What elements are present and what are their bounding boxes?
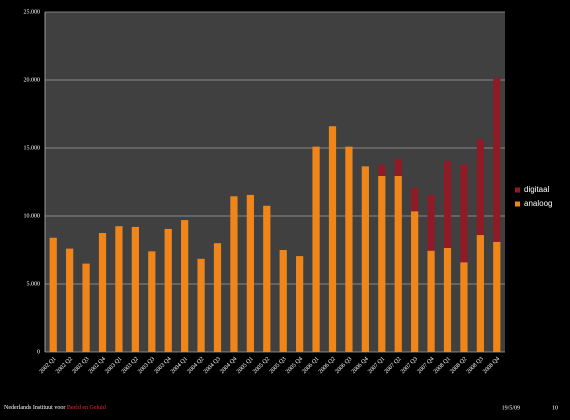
- bar-segment: [312, 146, 320, 352]
- legend-swatch: [515, 201, 520, 207]
- bar-segment: [443, 160, 452, 248]
- footer-highlight: Beeld en Geluid: [67, 405, 106, 411]
- bar-segment: [378, 165, 386, 176]
- bar-segment: [411, 188, 419, 212]
- bar-segment: [98, 233, 107, 352]
- bar-segment: [263, 205, 271, 352]
- y-tick-label: 10.000: [24, 213, 41, 219]
- bar-segment: [427, 250, 435, 352]
- footer-left: Nederlands Instituut voor: [4, 405, 67, 411]
- legend-label: analoog: [524, 199, 552, 208]
- bar-segment: [361, 166, 369, 352]
- bar-segment: [394, 158, 402, 176]
- bar-segment: [230, 196, 238, 352]
- bar-segment: [279, 250, 287, 352]
- legend-label: digitaal: [524, 185, 550, 194]
- bar-segment: [460, 262, 468, 352]
- plot-area: [45, 12, 505, 352]
- bar-segment: [148, 251, 156, 352]
- y-tick-label: 15.000: [24, 145, 41, 151]
- bar-segment: [115, 226, 123, 352]
- bar-segment: [82, 263, 90, 352]
- bar-segment: [246, 194, 254, 352]
- bar-segment: [49, 237, 57, 352]
- footer-page: 10: [552, 405, 558, 411]
- bar-segment: [345, 146, 353, 352]
- bar-segment: [443, 247, 452, 352]
- bar-segment: [394, 175, 402, 352]
- bar-segment: [66, 248, 74, 352]
- legend-swatch: [515, 187, 520, 193]
- y-tick-label: 25.000: [24, 9, 41, 15]
- y-tick-label: 20.000: [24, 77, 41, 83]
- bar-segment: [493, 241, 501, 352]
- bar-segment: [164, 228, 172, 352]
- bar-segment: [493, 77, 501, 242]
- bar-segment: [181, 220, 189, 352]
- bar-segment: [213, 243, 222, 352]
- y-tick-label: 5.000: [27, 281, 41, 287]
- bar-segment: [460, 164, 468, 263]
- bar-segment: [378, 175, 386, 352]
- bar-segment: [328, 126, 337, 353]
- footer-date: 19/5/09: [502, 405, 520, 411]
- bar-segment: [476, 235, 484, 352]
- y-tick-label: 0: [37, 349, 40, 355]
- footer-text: Nederlands Instituut voor Beeld en Gelui…: [4, 405, 106, 411]
- bar-segment: [197, 258, 205, 352]
- bar-segment: [411, 211, 419, 352]
- bar-segment: [427, 194, 435, 251]
- bar-segment: [131, 226, 139, 352]
- bar-segment: [296, 256, 304, 352]
- bar-segment: [476, 139, 484, 236]
